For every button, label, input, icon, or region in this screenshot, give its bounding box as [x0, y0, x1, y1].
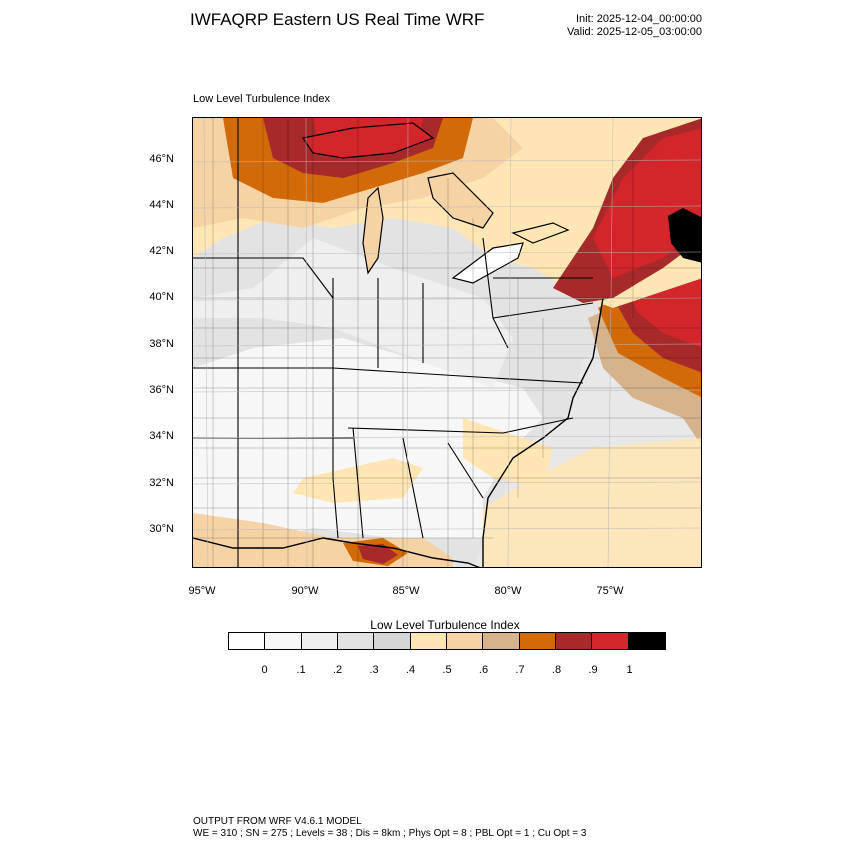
lat-label-42: 42°N	[149, 245, 174, 257]
colorbar-box	[483, 633, 520, 649]
gulf-darkred-patch	[358, 544, 398, 564]
init-time: Init: 2025-12-04_00:00:00	[576, 13, 702, 25]
county-boundaries	[193, 118, 701, 567]
lake-ontario	[511, 222, 570, 244]
colorbar-box	[265, 633, 302, 649]
colorbar-box	[592, 633, 629, 649]
graticule	[193, 118, 701, 567]
colorbar-box	[374, 633, 411, 649]
footer-line-1: OUTPUT FROM WRF V4.6.1 MODEL	[193, 816, 362, 827]
colorbar-box	[337, 633, 375, 649]
northeast-max-patch	[668, 208, 701, 263]
colorbar-box	[229, 633, 266, 649]
lat-label-36: 36°N	[149, 384, 174, 396]
colorbar-box	[446, 633, 484, 649]
lon-label-75: 75°W	[596, 585, 624, 597]
lake-huron	[427, 172, 494, 229]
gulf-coastline	[193, 537, 480, 567]
map-svg	[193, 118, 701, 567]
lat-label-38: 38°N	[149, 338, 174, 350]
colorbar-tick-label: .6	[478, 664, 489, 676]
field-southeast-light	[193, 338, 543, 548]
footer-line-2: WE = 310 ; SN = 275 ; Levels = 38 ; Dis …	[193, 828, 587, 839]
lat-label-34: 34°N	[149, 430, 174, 442]
southeast-warm-patch	[463, 418, 553, 488]
model-footer: OUTPUT FROM WRF V4.6.1 MODEL WE = 310 ; …	[193, 816, 586, 840]
colorbar-tick-label: .3	[369, 664, 379, 676]
map-panel[interactable]	[192, 117, 702, 568]
colorbar-tick-label: .5	[442, 664, 452, 676]
colorbar-tick-label: 0	[261, 664, 268, 676]
lake-superior	[302, 122, 435, 159]
plot-title: IWFAQRP Eastern US Real Time WRF	[190, 10, 485, 29]
colorbar-tick-label: .8	[551, 664, 562, 676]
lat-label-30: 30°N	[149, 523, 174, 535]
colorbar	[228, 632, 666, 650]
colorbar-tick-label: .2	[332, 664, 343, 676]
field-ohio-valley	[193, 238, 513, 388]
colorbar-box	[519, 633, 556, 649]
valid-time: Valid: 2025-12-05_03:00:00	[567, 26, 702, 38]
lon-label-90: 90°W	[291, 585, 319, 597]
colorbar-title: Low Level Turbulence Index	[370, 618, 520, 632]
colorbar-tick-label: .1	[296, 664, 306, 676]
colorbar-box	[628, 633, 665, 649]
lake-michigan	[362, 186, 384, 275]
map-field-label: Low Level Turbulence Index	[193, 93, 330, 105]
colorbar-tick-label: .7	[515, 664, 525, 676]
atlantic-warm-band	[483, 438, 701, 567]
lat-label-44: 44°N	[149, 199, 174, 211]
lat-label-32: 32°N	[149, 477, 174, 489]
lon-label-85: 85°W	[392, 585, 420, 597]
colorbar-tick-label: 1	[626, 664, 633, 676]
colorbar-box	[410, 633, 447, 649]
time-stamp: Init: 2025-12-04_00:00:00 Valid: 2025-12…	[567, 13, 702, 39]
colorbar-box	[555, 633, 593, 649]
colorbar-tick-label: .9	[588, 664, 598, 676]
lat-label-46: 46°N	[149, 153, 174, 165]
colorbar-tick-label: .4	[405, 664, 416, 676]
lat-label-40: 40°N	[149, 291, 174, 303]
lon-label-80: 80°W	[494, 585, 522, 597]
lon-label-95: 95°W	[188, 585, 216, 597]
colorbar-box	[301, 633, 338, 649]
